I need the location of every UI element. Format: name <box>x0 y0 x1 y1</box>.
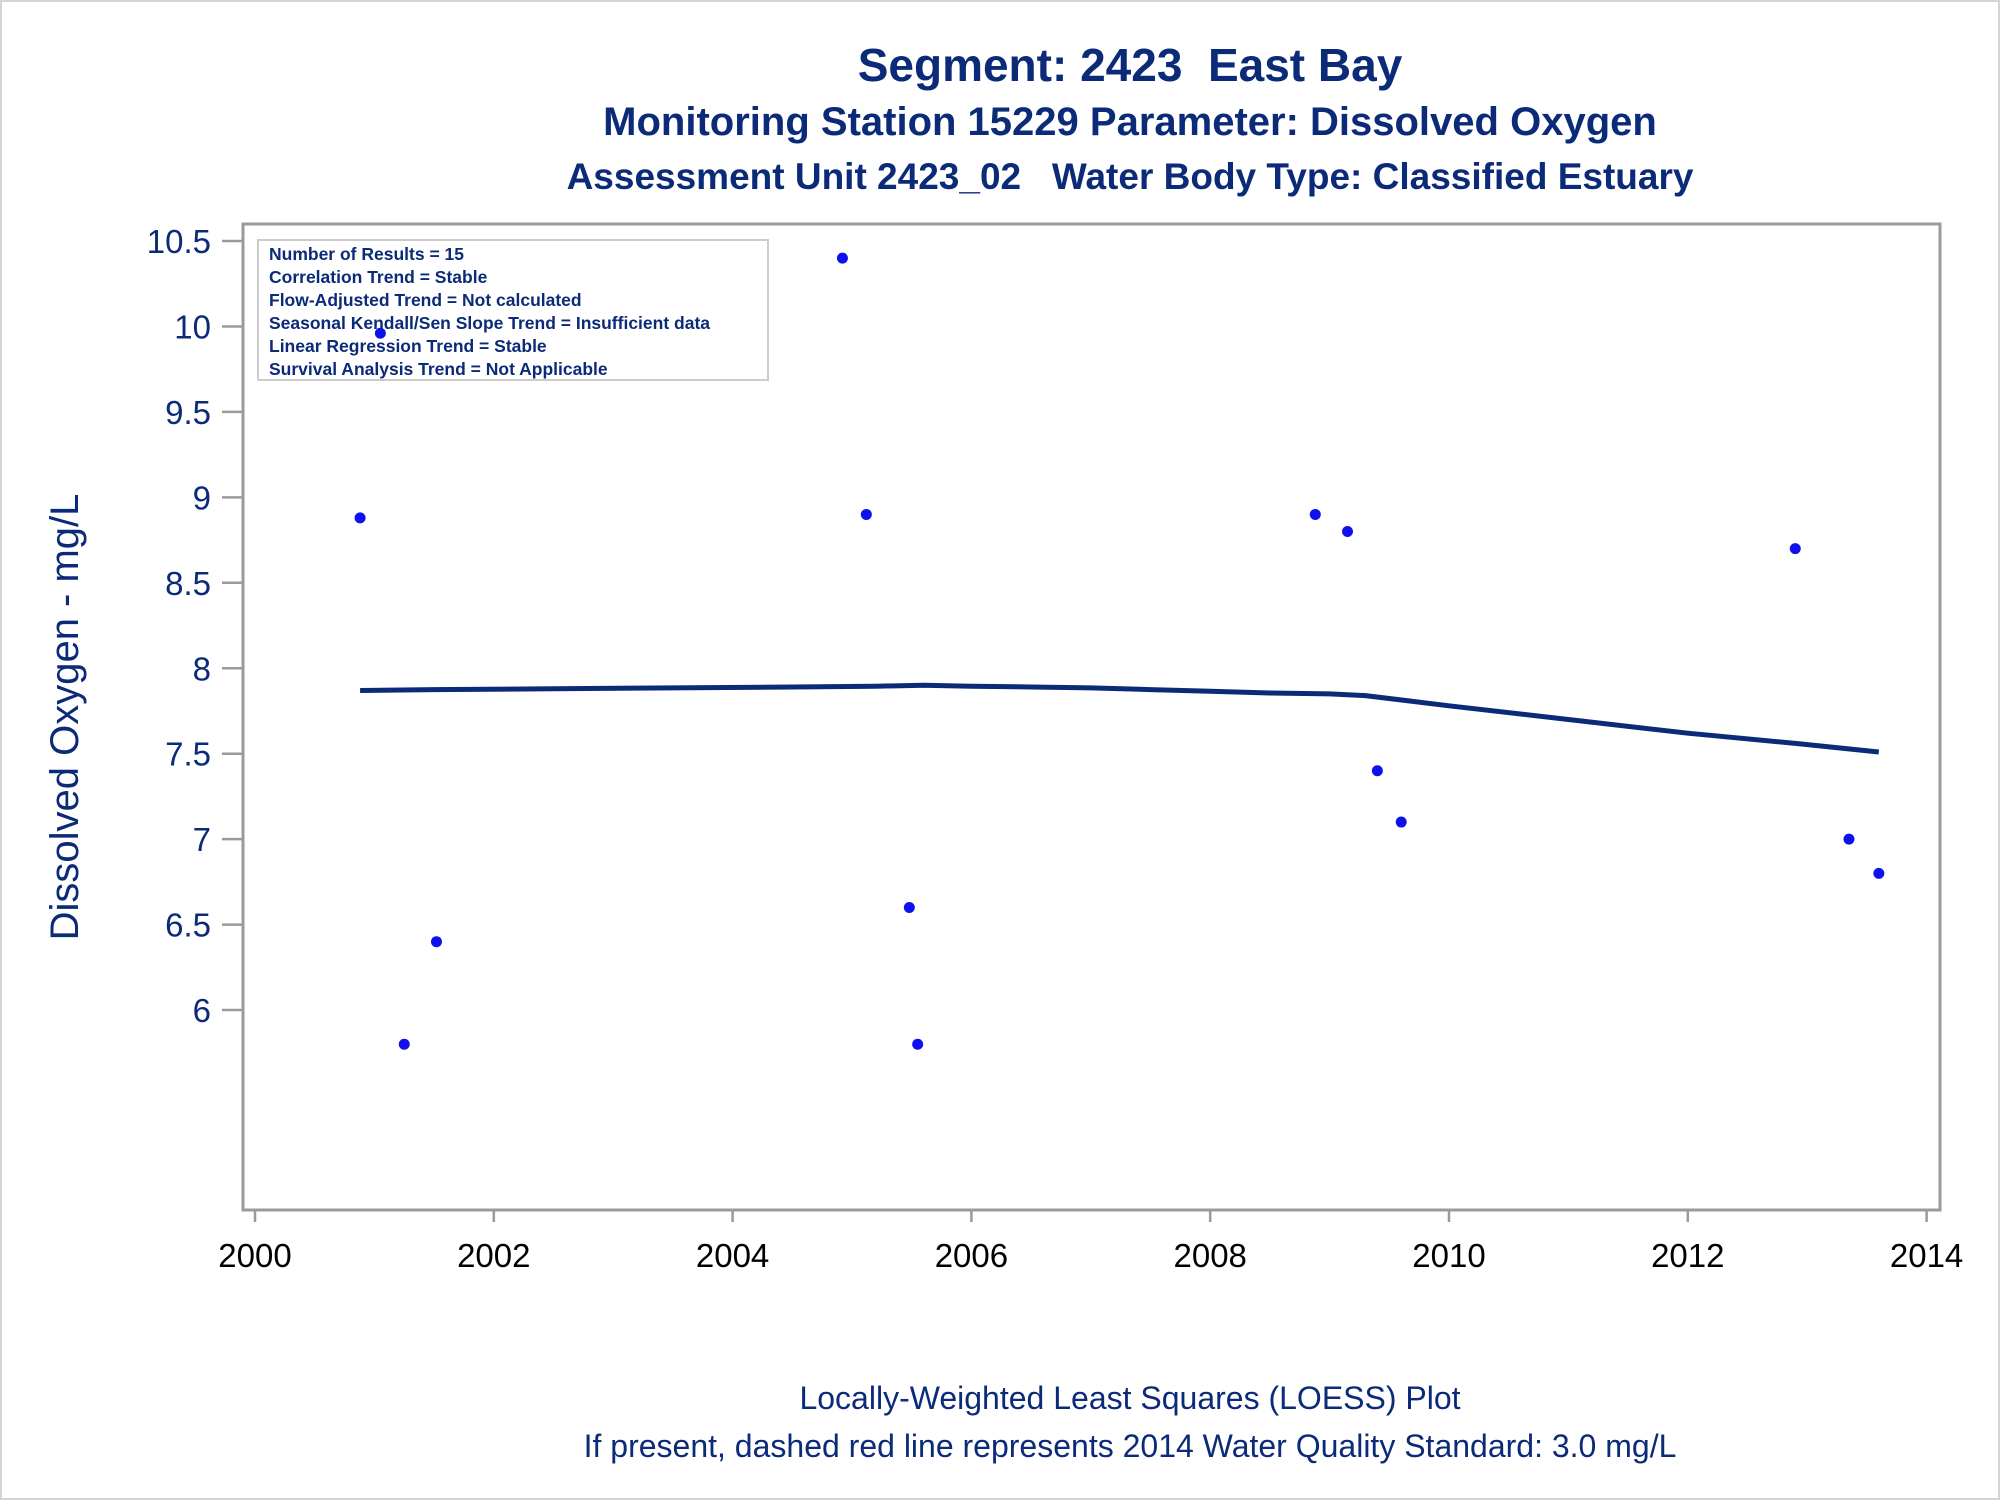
stats-line-flow-adjusted: Flow-Adjusted Trend = Not calculated <box>269 290 582 310</box>
data-point <box>1873 867 1885 879</box>
stats-line-results: Number of Results = 15 <box>269 244 464 264</box>
x-tick-label: 2004 <box>696 1237 769 1274</box>
chart-subtitle-station: Monitoring Station 15229 Parameter: Diss… <box>603 100 1657 144</box>
data-point <box>354 512 366 524</box>
data-point <box>903 902 915 914</box>
x-tick-label: 2014 <box>1890 1237 1963 1274</box>
data-point <box>374 327 386 339</box>
chart-title: Segment: 2423 East Bay <box>857 39 1403 91</box>
data-point <box>912 1038 924 1050</box>
data-point <box>1843 833 1855 845</box>
y-tick-label: 6 <box>193 992 211 1029</box>
footnote-standard: If present, dashed red line represents 2… <box>583 1428 1677 1464</box>
data-point <box>1789 543 1801 555</box>
x-axis: 2000 2002 2004 2006 2008 2010 2012 2014 <box>218 1210 1963 1274</box>
data-points <box>354 252 1885 1050</box>
data-point <box>1371 765 1383 777</box>
stats-box: Number of Results = 15 Correlation Trend… <box>257 239 769 381</box>
x-tick-label: 2008 <box>1173 1237 1246 1274</box>
stats-line-seasonal-kendall: Seasonal Kendall/Sen Slope Trend = Insuf… <box>269 313 710 333</box>
data-point <box>836 252 848 264</box>
data-point <box>1395 816 1407 828</box>
y-tick-label: 9 <box>193 479 211 516</box>
y-tick-label: 7 <box>193 821 211 858</box>
y-tick-label: 10.5 <box>147 223 211 260</box>
x-tick-label: 2002 <box>457 1237 530 1274</box>
data-point <box>398 1038 410 1050</box>
y-tick-label: 6.5 <box>165 907 211 944</box>
data-point <box>1342 526 1354 538</box>
data-point <box>860 508 872 520</box>
y-axis: 6 6.5 7 7.5 8 8.5 9 9.5 10 10.5 <box>147 223 243 1029</box>
stats-line-correlation: Correlation Trend = Stable <box>269 267 488 287</box>
stats-box-border <box>257 239 769 381</box>
x-tick-label: 2012 <box>1651 1237 1724 1274</box>
footnote-loess: Locally-Weighted Least Squares (LOESS) P… <box>799 1380 1461 1416</box>
y-tick-label: 8.5 <box>165 565 211 602</box>
x-tick-label: 2006 <box>935 1237 1008 1274</box>
y-tick-label: 7.5 <box>165 736 211 773</box>
x-tick-label: 2000 <box>218 1237 291 1274</box>
stats-line-survival-analysis: Survival Analysis Trend = Not Applicable <box>269 359 608 379</box>
data-point <box>430 936 442 948</box>
data-point <box>1309 508 1321 520</box>
loess-line <box>360 682 1880 755</box>
stats-line-linear-regression: Linear Regression Trend = Stable <box>269 336 547 356</box>
loess-layer <box>360 682 1880 755</box>
y-tick-label: 8 <box>193 650 211 687</box>
plot-area <box>241 222 1942 1212</box>
chart-subtitle-assessment: Assessment Unit 2423_02 Water Body Type:… <box>566 156 1694 197</box>
y-tick-label: 10 <box>174 308 211 345</box>
y-axis-label: Dissolved Oxygen - mg/L <box>43 494 87 941</box>
y-tick-label: 9.5 <box>165 394 211 431</box>
x-tick-label: 2010 <box>1412 1237 1485 1274</box>
